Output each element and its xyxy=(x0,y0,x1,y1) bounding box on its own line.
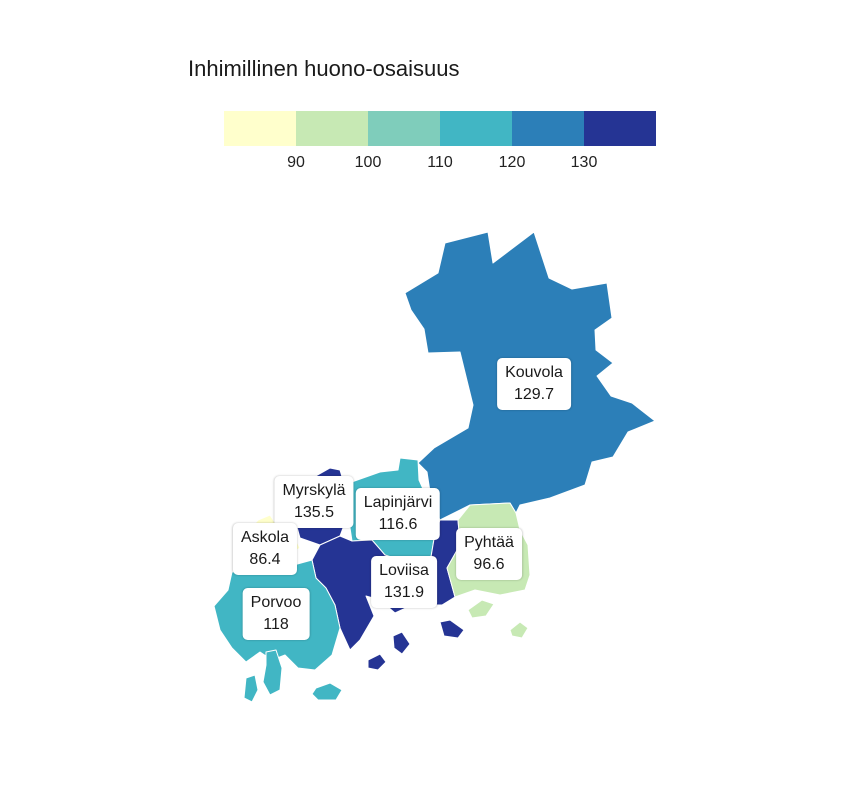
island-pyhtaa xyxy=(509,621,529,639)
legend-tick: 100 xyxy=(354,154,382,171)
label-name: Loviisa xyxy=(379,562,429,579)
label-value: 96.6 xyxy=(473,556,505,573)
label-value: 135.5 xyxy=(293,504,335,521)
label-name: Kouvola xyxy=(505,364,563,381)
island-porvoo xyxy=(262,649,283,696)
label-name: Pyhtää xyxy=(464,534,514,551)
label-value: 86.4 xyxy=(249,551,281,568)
legend-swatch-5 xyxy=(512,111,584,146)
legend-swatch-3 xyxy=(368,111,440,146)
legend-swatch-6 xyxy=(584,111,656,146)
label-value: 129.7 xyxy=(513,386,555,403)
legend-tick: 110 xyxy=(427,154,453,171)
label-name: Myrskylä xyxy=(282,482,346,499)
label-value: 118 xyxy=(263,616,289,633)
island-loviisa xyxy=(439,619,465,639)
label-pyhtaa: Pyhtää 96.6 xyxy=(456,528,522,580)
label-myrskyla: Myrskylä 135.5 xyxy=(274,476,354,528)
label-name: Lapinjärvi xyxy=(363,494,433,511)
island-porvoo xyxy=(243,674,259,703)
label-kouvola: Kouvola 129.7 xyxy=(497,358,571,410)
legend-tick: 130 xyxy=(570,154,598,171)
island-porvoo xyxy=(311,682,343,701)
legend-title: Inhimillinen huono-osaisuus xyxy=(188,56,460,81)
label-lapinjarvi: Lapinjärvi 116.6 xyxy=(355,488,441,540)
label-loviisa: Loviisa 131.9 xyxy=(371,556,437,608)
island-loviisa xyxy=(392,631,411,655)
label-name: Porvoo xyxy=(250,594,302,611)
color-scale-legend xyxy=(224,111,656,146)
legend-swatch-1 xyxy=(224,111,296,146)
label-value: 131.9 xyxy=(383,584,425,601)
label-askola: Askola 86.4 xyxy=(232,523,298,575)
legend-swatch-2 xyxy=(296,111,368,146)
legend-tick: 120 xyxy=(498,154,526,171)
island-loviisa xyxy=(367,653,387,671)
legend-tick: 90 xyxy=(287,154,305,171)
island-pyhtaa xyxy=(467,599,495,619)
label-name: Askola xyxy=(240,529,290,546)
label-value: 116.6 xyxy=(378,516,418,533)
label-porvoo: Porvoo 118 xyxy=(242,588,310,640)
legend-swatch-4 xyxy=(440,111,512,146)
